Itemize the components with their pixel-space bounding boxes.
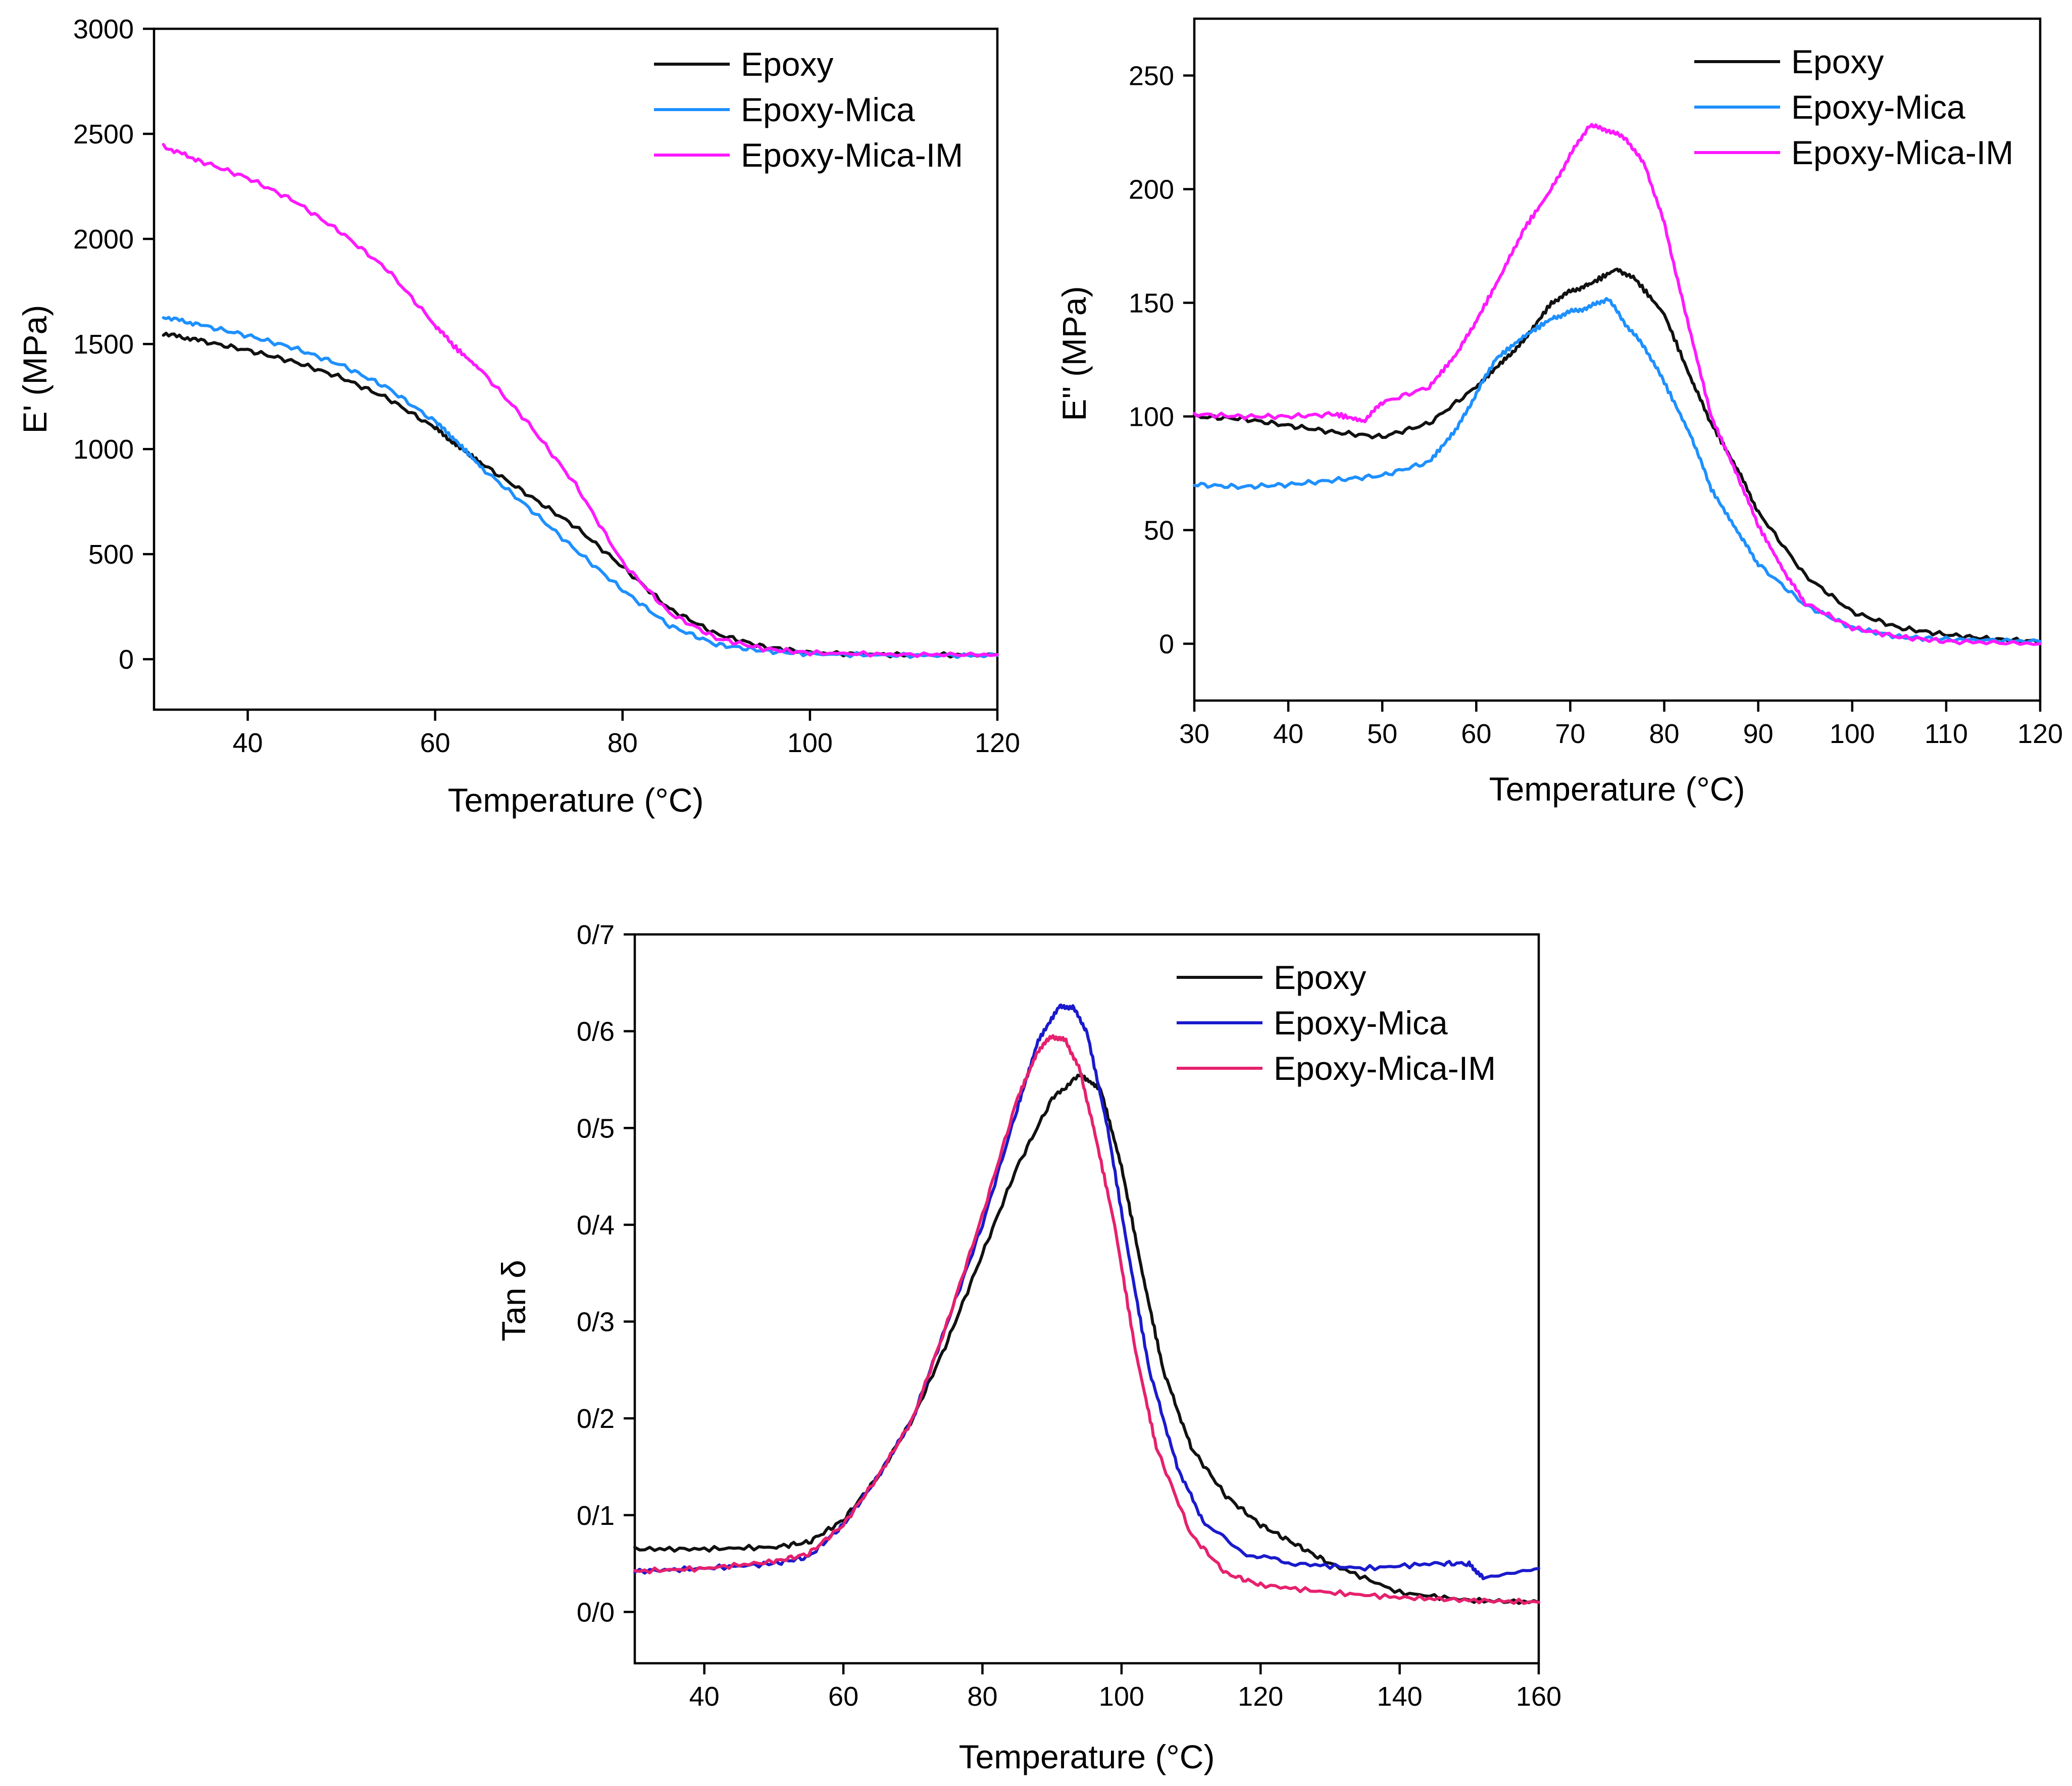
axis-ticks	[624, 933, 1540, 1674]
series-line-epoxy-mica	[162, 316, 999, 659]
y-tick-label: 0	[119, 644, 134, 675]
legend: Epoxy Epoxy-Mica Epoxy-Mica-IM	[1177, 959, 1496, 1087]
x-axis-title: Temperature (°C)	[448, 781, 704, 819]
x-tick-label: 110	[1925, 719, 1968, 749]
x-tick-label: 80	[608, 728, 638, 758]
x-axis-title: Temperature (°C)	[959, 1738, 1215, 1775]
y-tick-label: 0/1	[577, 1501, 615, 1531]
x-tick-label: 60	[1461, 719, 1491, 749]
y-tick-label: 0/7	[577, 920, 615, 950]
y-tick-label: 50	[1144, 516, 1174, 546]
y-tick-label: 0/0	[577, 1597, 615, 1627]
x-tick-label: 70	[1555, 719, 1585, 749]
y-tick-label: 0	[1159, 629, 1174, 660]
y-tick-labels: 0/0 0/1 0/2 0/3 0/4 0/5 0/6 0/7	[577, 920, 615, 1627]
y-tick-label: 2500	[73, 119, 134, 150]
plot-frame	[1193, 17, 2042, 702]
x-tick-label: 120	[975, 728, 1020, 758]
y-axis-title: E' (MPa)	[16, 305, 54, 434]
data-lines	[162, 143, 999, 659]
y-tick-label: 0/2	[577, 1404, 615, 1434]
x-tick-label: 120	[1238, 1681, 1283, 1712]
y-tick-label: 200	[1129, 175, 1174, 205]
y-tick-label: 0/4	[577, 1210, 615, 1241]
y-tick-labels: 0 50 100 150 200 250	[1129, 61, 1174, 660]
series-line-epoxy-mica-im	[1193, 123, 2042, 646]
x-tick-label: 80	[1649, 719, 1680, 749]
legend-label: Epoxy	[1274, 959, 1366, 996]
x-tick-label: 50	[1367, 719, 1397, 749]
x-tick-label: 100	[1830, 719, 1875, 749]
y-tick-label: 0/6	[577, 1017, 615, 1047]
series-line-epoxy-mica-im	[633, 1034, 1540, 1605]
legend-label: Epoxy-Mica	[1274, 1004, 1448, 1041]
axis-ticks	[143, 27, 999, 721]
legend: Epoxy Epoxy-Mica Epoxy-Mica-IM	[654, 45, 963, 174]
x-tick-label: 40	[233, 728, 263, 758]
y-tick-label: 150	[1129, 288, 1174, 319]
legend-label: Epoxy-Mica	[741, 91, 915, 128]
y-axis-title: E'' (MPa)	[1055, 286, 1093, 421]
x-tick-label: 60	[828, 1681, 858, 1712]
series-line-epoxy	[633, 1072, 1540, 1605]
y-tick-label: 0/3	[577, 1307, 615, 1337]
legend-label: Epoxy	[1791, 43, 1884, 80]
legend-label: Epoxy-Mica-IM	[741, 136, 963, 174]
legend: Epoxy Epoxy-Mica Epoxy-Mica-IM	[1694, 43, 2013, 171]
data-lines	[633, 1003, 1540, 1605]
x-tick-labels: 40 60 80 100 120	[233, 728, 1021, 758]
x-tick-label: 140	[1377, 1681, 1423, 1712]
y-tick-label: 0/5	[577, 1113, 615, 1144]
loss-modulus-chart: 30 40 50 60 70 80 90 100 110 120 050100150200250 …	[1055, 17, 2063, 808]
legend-label: Epoxy	[741, 45, 833, 83]
y-tick-label: 250	[1129, 61, 1174, 91]
y-tick-label: 500	[88, 539, 134, 570]
axis-ticks	[1183, 74, 2042, 712]
x-tick-label: 90	[1743, 719, 1774, 749]
x-tick-label: 40	[689, 1681, 720, 1712]
legend-label: Epoxy-Mica	[1791, 88, 1965, 126]
y-tick-label: 2000	[73, 224, 134, 255]
y-tick-label: 1500	[73, 329, 134, 360]
y-tick-labels: 0 500 1000 1500 2000 2500 3000	[73, 14, 134, 675]
x-tick-label: 60	[420, 728, 450, 758]
series-line-epoxy	[1193, 267, 2042, 643]
y-tick-label: 1000	[73, 434, 134, 465]
storage-modulus-chart: 40 60 80 100 120 0 500 1000 1500 2000 2500 3000 Te…	[16, 14, 1020, 819]
x-axis-title: Temperature (°C)	[1489, 770, 1745, 808]
x-tick-label: 40	[1273, 719, 1303, 749]
x-tick-labels: 30 40 50 60 70 80 90 100 110 120	[1179, 719, 2063, 749]
series-line-epoxy-mica-im	[162, 143, 999, 658]
data-lines	[1193, 123, 2042, 646]
series-line-epoxy-mica	[1193, 297, 2042, 644]
series-line-epoxy-mica	[633, 1003, 1540, 1580]
tan-delta-chart: 40 60 80 100 120 140 160 0/0 0/1 0/2 0/3 0/4 0/5 0/6…	[495, 920, 1561, 1775]
y-tick-label: 100	[1129, 402, 1174, 432]
x-tick-label: 100	[787, 728, 833, 758]
y-tick-label: 3000	[73, 14, 134, 44]
x-tick-label: 30	[1179, 719, 1209, 749]
x-tick-labels: 40 60 80 100 120 140 160	[689, 1681, 1561, 1712]
x-tick-label: 120	[2017, 719, 2063, 749]
legend-label: Epoxy-Mica-IM	[1274, 1050, 1496, 1087]
plot-frame	[633, 933, 1540, 1665]
plot-frame	[153, 27, 999, 711]
x-tick-label: 100	[1099, 1681, 1144, 1712]
legend-label: Epoxy-Mica-IM	[1791, 134, 2013, 171]
x-tick-label: 160	[1516, 1681, 1561, 1712]
y-axis-title: Tan δ	[495, 1260, 532, 1342]
x-tick-label: 80	[967, 1681, 997, 1712]
